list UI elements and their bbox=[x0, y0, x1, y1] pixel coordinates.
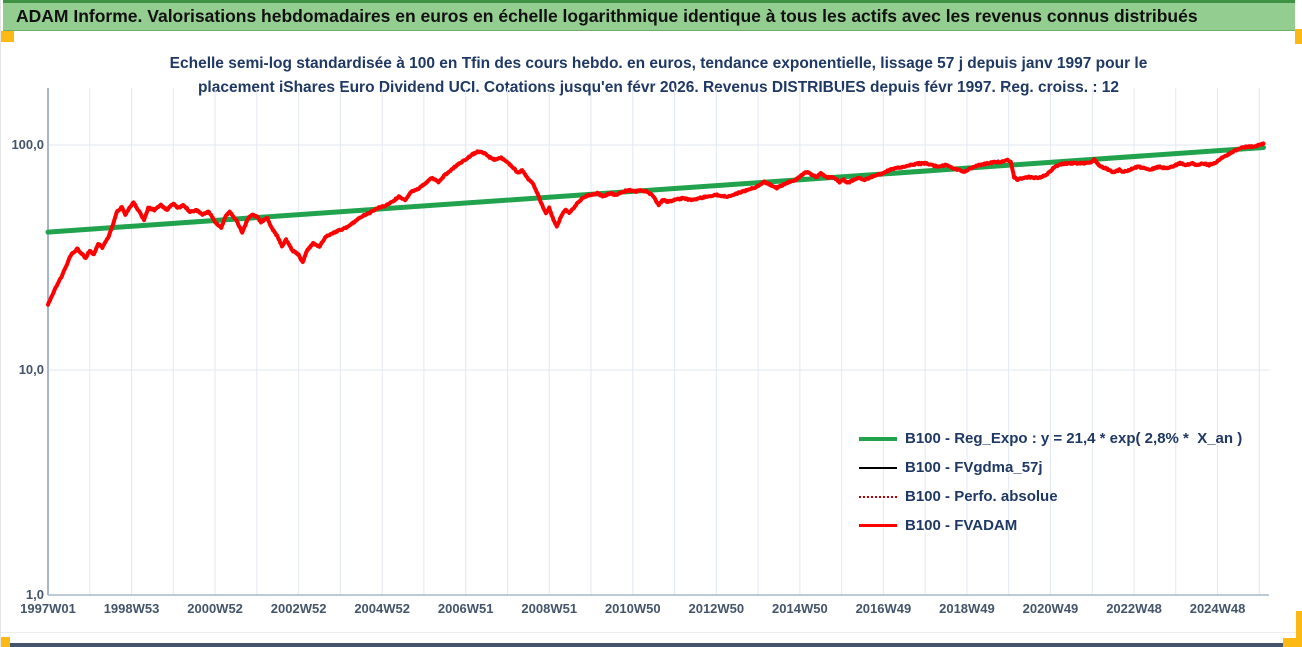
x-tick-2000W52: 2000W52 bbox=[187, 601, 243, 616]
x-tick-2024W48: 2024W48 bbox=[1189, 601, 1246, 616]
chart-subtitle-line1: Echelle semi-log standardisée à 100 en T… bbox=[169, 55, 1148, 72]
legend-line-swatch bbox=[859, 466, 897, 469]
y-tick-100,0: 100,0 bbox=[11, 137, 44, 152]
legend-item-b100-fvadam[interactable]: B100 - FVADAM bbox=[859, 511, 1242, 540]
legend-item-b100-perfo-absolue[interactable]: B100 - Perfo. absolue bbox=[859, 482, 1242, 511]
y-tick-10,0: 10,0 bbox=[18, 362, 44, 377]
x-tick-2004W52: 2004W52 bbox=[354, 601, 410, 616]
series-line-b100-fvadam[interactable] bbox=[46, 141, 1266, 307]
x-tick-2014W50: 2014W50 bbox=[772, 601, 828, 616]
yellow-marker-bottom-left bbox=[1, 637, 10, 647]
legend-label: B100 - Perfo. absolue bbox=[905, 488, 1058, 505]
yellow-marker-right-strip bbox=[1296, 611, 1302, 647]
legend-label: B100 - FVgdma_57j bbox=[905, 459, 1043, 476]
legend-label: B100 - Reg_Expo : y = 21,4 * exp( 2,8% *… bbox=[905, 430, 1243, 447]
x-tick-2022W48: 2022W48 bbox=[1106, 601, 1162, 616]
series-line-b100-perfo-absolue[interactable] bbox=[47, 142, 1265, 306]
x-tick-2002W52: 2002W52 bbox=[270, 601, 327, 616]
sheet-row-gridline bbox=[1, 632, 1302, 633]
legend-item-b100-fvgdma-57j[interactable]: B100 - FVgdma_57j bbox=[859, 453, 1242, 482]
window-bottom-edge bbox=[1, 643, 1302, 647]
legend-line-swatch bbox=[859, 524, 897, 527]
legend-line-swatch bbox=[859, 495, 897, 498]
x-tick-1998W53: 1998W53 bbox=[103, 601, 160, 616]
legend-line-swatch bbox=[859, 436, 897, 441]
legend-label: B100 - FVADAM bbox=[905, 517, 1018, 534]
x-tick-2012W50: 2012W50 bbox=[688, 601, 745, 616]
yellow-marker-top-left bbox=[1, 31, 14, 42]
series-line-b100-fvgdma-57j[interactable] bbox=[46, 142, 1265, 306]
x-tick-2020W49: 2020W49 bbox=[1022, 601, 1079, 616]
x-tick-2008W51: 2008W51 bbox=[521, 601, 578, 616]
x-tick-2006W51: 2006W51 bbox=[437, 601, 494, 616]
chart-subtitle: Echelle semi-log standardisée à 100 en T… bbox=[48, 52, 1269, 100]
x-tick-2018W49: 2018W49 bbox=[939, 601, 995, 616]
series-line-b100-reg-expo-y-21-4-exp-2-8-x-an[interactable] bbox=[45, 145, 1266, 235]
x-tick-1997W01: 1997W01 bbox=[20, 601, 76, 616]
chart-legend[interactable]: B100 - Reg_Expo : y = 21,4 * exp( 2,8% *… bbox=[859, 424, 1242, 540]
report-title: ADAM Informe. Valorisations hebdomadaire… bbox=[16, 6, 1198, 26]
y-tick-1,0: 1,0 bbox=[25, 587, 44, 602]
yellow-marker-top-right bbox=[1295, 29, 1302, 44]
x-tick-2016W49: 2016W49 bbox=[855, 601, 912, 616]
legend-item-b100-reg-expo-y-21-4-exp-2-8-x-an[interactable]: B100 - Reg_Expo : y = 21,4 * exp( 2,8% *… bbox=[859, 424, 1242, 453]
x-tick-2010W50: 2010W50 bbox=[604, 601, 661, 616]
chart-subtitle-line2: placement iShares Euro Dividend UCI. Cot… bbox=[197, 79, 1120, 96]
report-title-bar: ADAM Informe. Valorisations hebdomadaire… bbox=[3, 0, 1295, 31]
yellow-marker-bottom-right bbox=[1283, 638, 1302, 647]
